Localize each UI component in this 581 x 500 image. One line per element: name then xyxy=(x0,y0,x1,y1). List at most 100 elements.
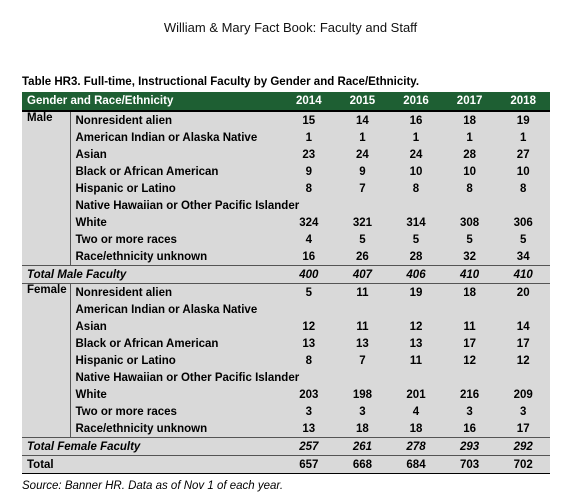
total-value-cell: 410 xyxy=(496,265,550,284)
value-cell xyxy=(496,301,550,318)
female-total-label: Total Female Faculty xyxy=(22,437,283,456)
total-value-cell: 292 xyxy=(496,437,550,456)
table-row: Native Hawaiian or Other Pacific Islande… xyxy=(22,197,550,214)
grand-total-value-cell: 702 xyxy=(496,455,550,474)
race-label: Native Hawaiian or Other Pacific Islande… xyxy=(70,197,299,214)
value-cell xyxy=(442,197,497,214)
value-cell: 26 xyxy=(335,248,390,266)
value-cell: 8 xyxy=(282,180,336,197)
value-cell: 3 xyxy=(335,403,390,420)
table-row: American Indian or Alaska Native 1 1 1 1 1 xyxy=(22,129,550,146)
value-cell xyxy=(389,369,443,386)
value-cell: 198 xyxy=(335,386,390,403)
value-cell: 12 xyxy=(442,352,497,369)
value-cell: 18 xyxy=(442,110,497,129)
value-cell: 203 xyxy=(282,386,336,403)
total-value-cell: 293 xyxy=(442,437,497,456)
race-label: Asian xyxy=(70,146,283,163)
race-label: Nonresident alien xyxy=(70,110,283,129)
female-total-row: Total Female Faculty 257 261 278 293 292 xyxy=(22,437,550,456)
value-cell: 15 xyxy=(282,110,336,129)
grand-total-value-cell: 684 xyxy=(389,455,443,474)
value-cell: 17 xyxy=(442,335,497,352)
race-label: White xyxy=(70,214,283,231)
value-cell: 18 xyxy=(389,420,443,438)
female-group-label: Female xyxy=(22,283,71,438)
value-cell: 8 xyxy=(389,180,443,197)
male-group-label: Male xyxy=(22,110,71,266)
value-cell: 13 xyxy=(389,335,443,352)
value-cell: 4 xyxy=(389,403,443,420)
table-row: Hispanic or Latino 8 7 8 8 8 xyxy=(22,180,550,197)
value-cell: 28 xyxy=(389,248,443,266)
race-label: Two or more races xyxy=(70,403,283,420)
table-row: Asian 23 24 24 28 27 xyxy=(22,146,550,163)
total-value-cell: 278 xyxy=(389,437,443,456)
value-cell: 7 xyxy=(335,180,390,197)
value-cell: 5 xyxy=(282,283,336,301)
value-cell: 9 xyxy=(282,163,336,180)
value-cell: 20 xyxy=(496,283,550,301)
value-cell xyxy=(389,301,443,318)
race-label: American Indian or Alaska Native xyxy=(70,129,283,146)
value-cell: 201 xyxy=(389,386,443,403)
race-label: Hispanic or Latino xyxy=(70,352,283,369)
value-cell: 18 xyxy=(335,420,390,438)
value-cell xyxy=(442,301,497,318)
value-cell: 17 xyxy=(496,420,550,438)
value-cell xyxy=(335,197,390,214)
value-cell: 12 xyxy=(389,318,443,335)
table-row: White 324 321 314 308 306 xyxy=(22,214,550,231)
value-cell: 308 xyxy=(442,214,497,231)
value-cell: 18 xyxy=(442,283,497,301)
value-cell: 216 xyxy=(442,386,497,403)
value-cell: 11 xyxy=(335,318,390,335)
grand-total-label: Total xyxy=(22,455,283,474)
race-label: Asian xyxy=(70,318,283,335)
table-row: Race/ethnicity unknown 16 26 28 32 34 xyxy=(22,248,550,266)
value-cell: 17 xyxy=(496,335,550,352)
table-row: Asian 12 11 12 11 14 xyxy=(22,318,550,335)
value-cell: 19 xyxy=(389,283,443,301)
value-cell: 8 xyxy=(442,180,497,197)
value-cell: 16 xyxy=(282,248,336,266)
value-cell: 3 xyxy=(496,403,550,420)
value-cell: 23 xyxy=(282,146,336,163)
page-title: William & Mary Fact Book: Faculty and St… xyxy=(163,20,418,35)
value-cell: 13 xyxy=(282,420,336,438)
race-label: Nonresident alien xyxy=(70,283,283,301)
value-cell: 10 xyxy=(496,163,550,180)
race-label: Race/ethnicity unknown xyxy=(70,420,283,438)
value-cell: 24 xyxy=(389,146,443,163)
race-label: Native Hawaiian or Other Pacific Islande… xyxy=(70,369,299,386)
value-cell: 10 xyxy=(389,163,443,180)
year-header: 2015 xyxy=(335,92,390,112)
value-cell: 1 xyxy=(335,129,390,146)
table-row: Female Nonresident alien 5 11 19 18 20 xyxy=(22,283,550,438)
grand-total-value-cell: 703 xyxy=(442,455,497,474)
table-row: White 203 198 201 216 209 xyxy=(22,386,550,403)
value-cell xyxy=(282,369,336,386)
total-value-cell: 406 xyxy=(389,265,443,284)
year-header: 2017 xyxy=(442,92,497,112)
total-value-cell: 407 xyxy=(335,265,390,284)
table-row: Black or African American 9 9 10 10 10 xyxy=(22,163,550,180)
header-label: Gender and Race/Ethnicity xyxy=(22,92,283,112)
value-cell: 5 xyxy=(496,231,550,248)
year-header: 2016 xyxy=(389,92,443,112)
value-cell: 5 xyxy=(442,231,497,248)
total-value-cell: 410 xyxy=(442,265,497,284)
table-row: Black or African American 13 13 13 17 17 xyxy=(22,335,550,352)
value-cell: 11 xyxy=(442,318,497,335)
value-cell: 32 xyxy=(442,248,497,266)
value-cell: 1 xyxy=(442,129,497,146)
table-row: Hispanic or Latino 8 7 11 12 12 xyxy=(22,352,550,369)
total-value-cell: 257 xyxy=(282,437,336,456)
value-cell xyxy=(282,301,336,318)
value-cell: 209 xyxy=(496,386,550,403)
total-value-cell: 400 xyxy=(282,265,336,284)
value-cell: 306 xyxy=(496,214,550,231)
value-cell: 28 xyxy=(442,146,497,163)
male-total-label: Total Male Faculty xyxy=(22,265,283,284)
table-row: Race/ethnicity unknown 13 18 18 16 17 xyxy=(22,420,550,438)
